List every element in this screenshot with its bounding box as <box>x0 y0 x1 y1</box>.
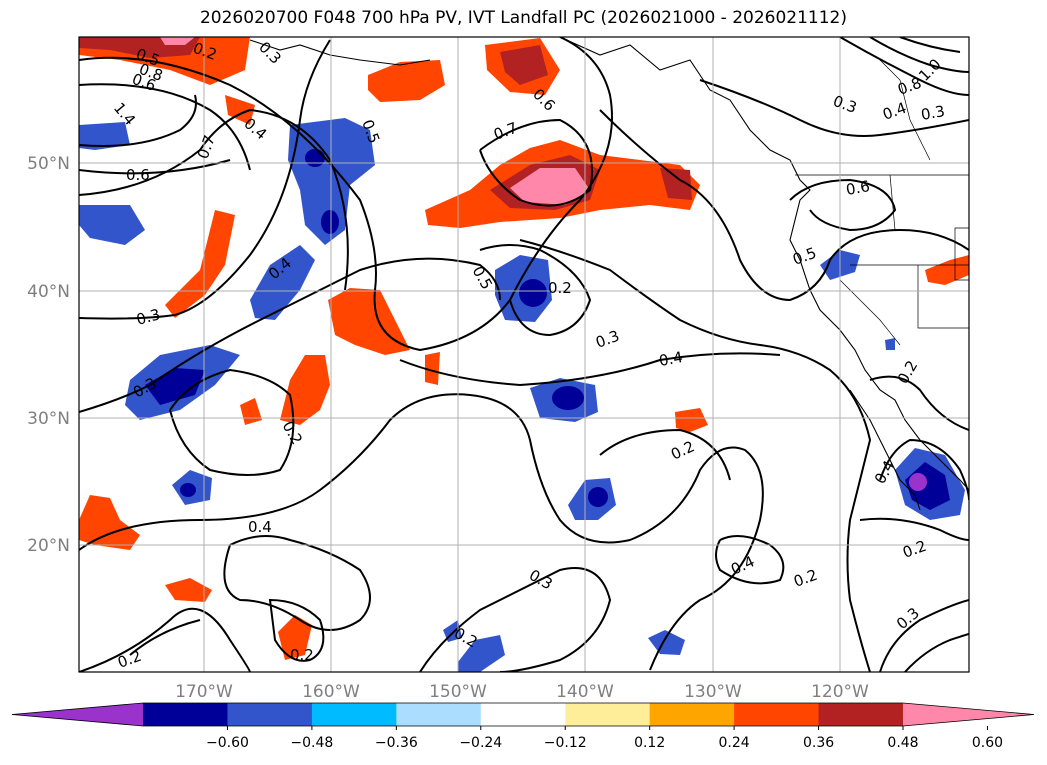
contour-label: 0.2 <box>290 646 314 664</box>
colorbar-extend-high <box>903 703 1034 726</box>
graticule <box>79 37 969 672</box>
lon-label-160w: 160°W <box>302 682 360 702</box>
lon-label-130w: 130°W <box>684 682 742 702</box>
lat-label-50n: 50°N <box>27 154 70 174</box>
colorbar-segment <box>480 703 566 726</box>
colorbar-tick-label: 0.36 <box>803 735 834 751</box>
contour-label: 0.6 <box>126 166 150 184</box>
lon-label-150w: 150°W <box>429 682 487 702</box>
colorbar-tick-label: 0.12 <box>634 735 665 751</box>
coastline <box>249 37 969 511</box>
lon-label-120w: 120°W <box>811 682 869 702</box>
colorbar-tick-label: −0.12 <box>544 735 587 751</box>
colorbar-segment <box>818 703 904 726</box>
colorbar-outline <box>11 702 1035 727</box>
ivt-contours <box>79 37 969 672</box>
map-frame <box>78 36 970 673</box>
colorbar: −0.60 −0.48 −0.36 −0.24 −0.12 0.12 0.24 0.36 0.4… <box>11 702 1035 751</box>
lat-label-30n: 30°N <box>27 409 70 429</box>
colorbar-segment <box>227 703 313 726</box>
colorbar-extend-low <box>12 703 143 726</box>
colorbar-segment <box>734 703 820 726</box>
longitude-labels: 170°W 160°W 150°W 140°W 130°W 120°W <box>175 682 869 702</box>
lon-label-170w: 170°W <box>175 682 233 702</box>
lat-label-20n: 20°N <box>27 536 70 556</box>
colorbar-segment <box>565 703 651 726</box>
colorbar-tick-label: 0.48 <box>887 735 918 751</box>
contour-label: 0.4 <box>658 348 685 370</box>
colorbar-tick-label: −0.60 <box>206 735 249 751</box>
contour-label: 0.4 <box>248 518 272 536</box>
colorbar-tick-label: −0.48 <box>290 735 333 751</box>
map-title: 2026020700 F048 700 hPa PV, IVT Landfall… <box>199 8 847 28</box>
latitude-labels: 50°N 40°N 30°N 20°N <box>27 154 70 556</box>
colorbar-segment <box>143 703 228 726</box>
contour-label: 0.2 <box>548 279 572 297</box>
colorbar-segment <box>649 703 735 726</box>
colorbar-tick-label: 0.60 <box>972 735 1003 751</box>
colorbar-tick-label: 0.24 <box>719 735 750 751</box>
lat-label-40n: 40°N <box>27 282 70 302</box>
colorbar-tick-label: −0.24 <box>459 735 502 751</box>
contour-label: 0.3 <box>920 102 947 124</box>
colorbar-segment <box>311 703 397 726</box>
contour-label: 0.3 <box>134 305 162 329</box>
borders <box>795 59 969 346</box>
colorbar-tick-label: −0.36 <box>375 735 418 751</box>
colorbar-segment <box>396 703 482 726</box>
lon-label-140w: 140°W <box>556 682 614 702</box>
contour-label: 0.6 <box>845 177 872 199</box>
